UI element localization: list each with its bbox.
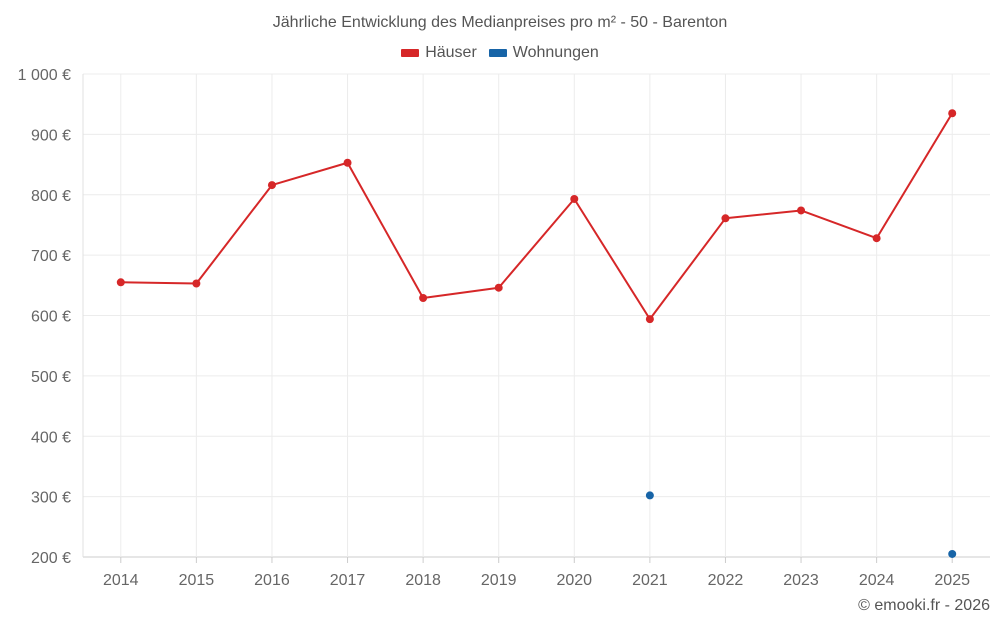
legend-label-wohnungen: Wohnungen: [512, 44, 599, 61]
legend-swatch-wohnungen: [488, 49, 507, 57]
legend-item-haeuser[interactable]: Häuser: [401, 44, 477, 62]
series-line-haeuser: [120, 112, 954, 321]
data-point-wohnungen: [645, 491, 654, 500]
x-tick-label: 2021: [632, 572, 668, 589]
legend-label-haeuser: Häuser: [425, 44, 477, 61]
legend: Häuser Wohnungen: [0, 44, 1000, 62]
data-point-haeuser: [872, 234, 881, 243]
y-tick-label: 600 €: [31, 309, 71, 326]
data-point-haeuser: [267, 181, 276, 190]
x-tick-label: 2014: [103, 572, 139, 589]
y-tick-label: 800 €: [31, 188, 71, 205]
legend-swatch-haeuser: [401, 49, 420, 57]
data-point-haeuser: [645, 315, 654, 324]
y-tick-label: 300 €: [31, 490, 71, 507]
x-tick-label: 2018: [405, 572, 441, 589]
x-tick-label: 2017: [330, 572, 366, 589]
data-point-haeuser: [419, 293, 428, 302]
credit-text: © emooki.fr - 2026: [858, 597, 990, 614]
x-tick-label: 2023: [783, 572, 819, 589]
data-point-haeuser: [797, 206, 806, 215]
x-tick-label: 2016: [254, 572, 290, 589]
data-point-haeuser: [948, 109, 957, 118]
data-point-haeuser: [192, 279, 201, 288]
data-point-haeuser: [343, 158, 352, 167]
x-tick-label: 2025: [934, 572, 970, 589]
chart-title: Jährliche Entwicklung des Medianpreises …: [272, 14, 728, 31]
data-point-haeuser: [494, 283, 503, 292]
x-tick-label: 2020: [556, 572, 592, 589]
data-point-haeuser: [721, 214, 730, 223]
data-point-wohnungen: [948, 549, 957, 558]
y-tick-label: 700 €: [31, 248, 71, 265]
x-tick-label: 2019: [481, 572, 517, 589]
x-tick-label: 2015: [179, 572, 215, 589]
x-tick-label: 2022: [708, 572, 744, 589]
legend-item-wohnungen[interactable]: Wohnungen: [488, 44, 599, 62]
x-tick-label: 2024: [859, 572, 895, 589]
y-tick-label: 200 €: [31, 550, 71, 567]
y-tick-label: 400 €: [31, 429, 71, 446]
y-tick-label: 500 €: [31, 369, 71, 386]
y-tick-label: 1 000 €: [18, 67, 71, 84]
y-tick-label: 900 €: [31, 127, 71, 144]
data-point-haeuser: [570, 194, 579, 203]
data-point-haeuser: [116, 278, 125, 287]
